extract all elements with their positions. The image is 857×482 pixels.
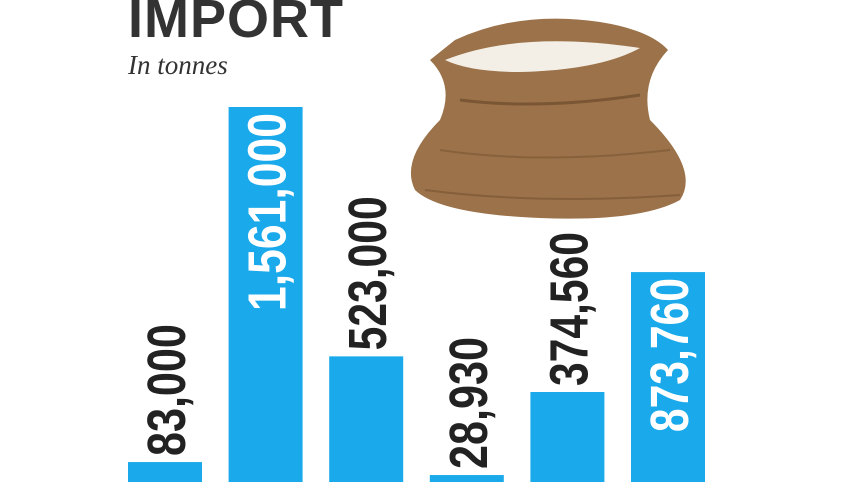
data-label: 28,930 bbox=[439, 337, 499, 469]
data-label: 873,760 bbox=[640, 278, 700, 432]
data-label: 1,561,000 bbox=[238, 113, 298, 311]
bar bbox=[631, 272, 705, 482]
bar bbox=[429, 475, 504, 482]
data-label: 374,560 bbox=[539, 232, 599, 386]
chart-title: IMPORT bbox=[128, 0, 344, 49]
bar bbox=[228, 107, 303, 482]
data-label: 523,000 bbox=[338, 196, 398, 350]
bar bbox=[128, 462, 202, 482]
bar bbox=[329, 356, 404, 482]
bar bbox=[530, 392, 605, 482]
data-label: 83,000 bbox=[137, 324, 197, 456]
chart-subtitle: In tonnes bbox=[128, 50, 228, 80]
rice-sack-icon bbox=[410, 18, 686, 219]
